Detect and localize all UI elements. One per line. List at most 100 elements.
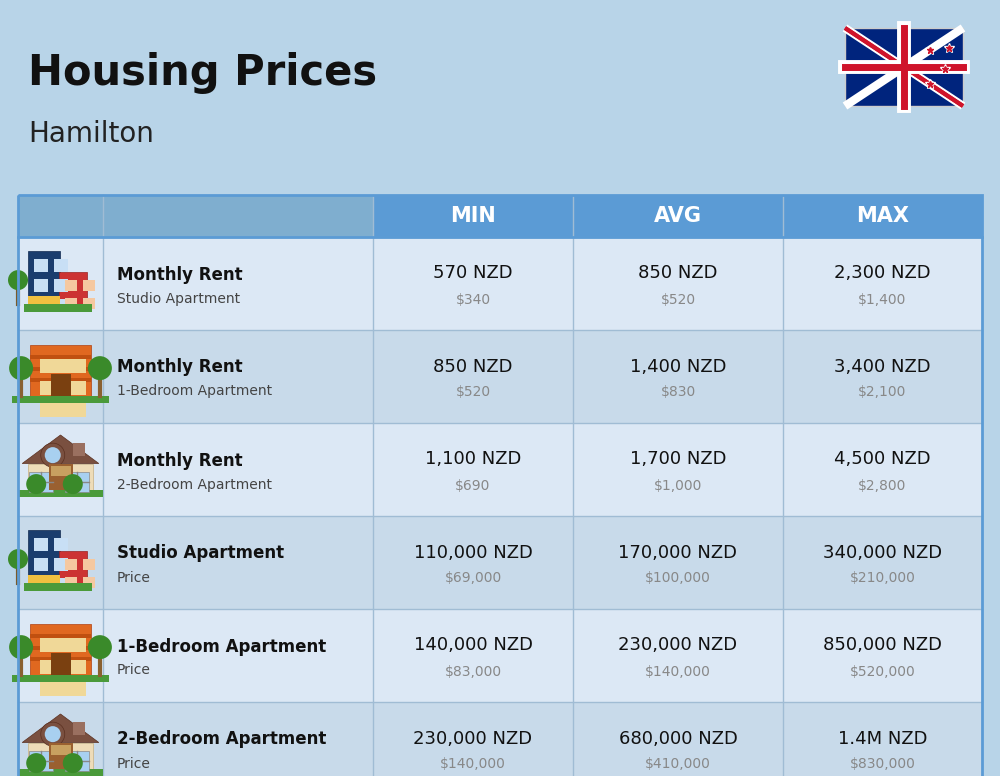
Bar bbox=[40, 660, 56, 674]
Bar bbox=[64, 577, 76, 587]
Circle shape bbox=[9, 635, 33, 659]
Bar bbox=[55, 682, 71, 696]
Text: 1.4M NZD: 1.4M NZD bbox=[838, 729, 927, 747]
Bar bbox=[58, 551, 87, 583]
Bar bbox=[34, 558, 48, 571]
Bar bbox=[82, 280, 94, 291]
Text: $830,000: $830,000 bbox=[850, 757, 915, 771]
Text: 850,000 NZD: 850,000 NZD bbox=[823, 636, 942, 654]
Bar bbox=[30, 366, 91, 371]
Bar bbox=[18, 769, 103, 776]
Bar bbox=[12, 675, 109, 682]
Text: $340: $340 bbox=[455, 293, 491, 307]
Circle shape bbox=[88, 356, 112, 380]
Bar bbox=[54, 259, 68, 272]
Bar bbox=[28, 251, 60, 304]
Bar bbox=[24, 304, 92, 312]
Bar bbox=[18, 330, 982, 423]
Text: Studio Apartment: Studio Apartment bbox=[117, 292, 240, 306]
Bar bbox=[18, 423, 982, 516]
Text: $140,000: $140,000 bbox=[645, 664, 711, 678]
Bar bbox=[18, 516, 982, 609]
Bar bbox=[50, 745, 70, 755]
Polygon shape bbox=[22, 435, 99, 463]
Bar bbox=[24, 583, 92, 591]
Text: 2-Bedroom Apartment: 2-Bedroom Apartment bbox=[117, 477, 272, 491]
Bar bbox=[55, 638, 71, 652]
Bar bbox=[70, 403, 86, 417]
Circle shape bbox=[8, 270, 28, 290]
Bar bbox=[50, 466, 70, 476]
Bar bbox=[0, 0, 1000, 183]
Circle shape bbox=[41, 722, 65, 747]
Bar bbox=[54, 299, 68, 312]
Bar bbox=[70, 638, 86, 652]
Bar bbox=[18, 490, 103, 497]
Bar bbox=[73, 722, 85, 735]
Text: 140,000 NZD: 140,000 NZD bbox=[414, 636, 532, 654]
Bar bbox=[34, 538, 48, 551]
Text: $69,000: $69,000 bbox=[444, 571, 502, 586]
Text: 170,000 NZD: 170,000 NZD bbox=[618, 543, 738, 562]
Text: 2,300 NZD: 2,300 NZD bbox=[834, 265, 931, 282]
Bar bbox=[40, 381, 56, 395]
Text: $520,000: $520,000 bbox=[850, 664, 915, 678]
Bar bbox=[48, 464, 72, 490]
Text: 680,000 NZD: 680,000 NZD bbox=[619, 729, 737, 747]
Text: 340,000 NZD: 340,000 NZD bbox=[823, 543, 942, 562]
Text: 1-Bedroom Apartment: 1-Bedroom Apartment bbox=[117, 638, 326, 656]
Text: $2,100: $2,100 bbox=[858, 386, 907, 400]
Bar bbox=[58, 272, 87, 304]
Bar bbox=[64, 559, 76, 570]
Text: 1,400 NZD: 1,400 NZD bbox=[630, 358, 726, 376]
Bar bbox=[55, 359, 71, 372]
Polygon shape bbox=[22, 714, 99, 743]
Bar bbox=[54, 558, 68, 571]
Bar bbox=[845, 28, 963, 106]
Text: MAX: MAX bbox=[856, 206, 909, 226]
Circle shape bbox=[41, 443, 65, 467]
Bar bbox=[65, 472, 89, 491]
Circle shape bbox=[88, 635, 112, 659]
Text: $140,000: $140,000 bbox=[440, 757, 506, 771]
Text: MIN: MIN bbox=[450, 206, 496, 226]
Bar bbox=[65, 750, 89, 771]
Text: $100,000: $100,000 bbox=[645, 571, 711, 586]
Bar bbox=[82, 577, 94, 587]
Bar bbox=[70, 381, 86, 395]
Text: $2,800: $2,800 bbox=[858, 479, 907, 493]
Bar bbox=[28, 296, 60, 304]
Circle shape bbox=[45, 447, 61, 463]
Bar bbox=[40, 403, 56, 417]
Text: $410,000: $410,000 bbox=[645, 757, 711, 771]
Text: $690: $690 bbox=[455, 479, 491, 493]
Bar bbox=[30, 634, 91, 638]
Bar bbox=[373, 195, 982, 237]
Text: $830: $830 bbox=[660, 386, 696, 400]
Text: 1-Bedroom Apartment: 1-Bedroom Apartment bbox=[117, 384, 272, 399]
Bar bbox=[30, 379, 91, 383]
Bar bbox=[29, 750, 53, 771]
Text: 570 NZD: 570 NZD bbox=[433, 265, 513, 282]
Bar bbox=[54, 279, 68, 292]
Text: Monthly Rent: Monthly Rent bbox=[117, 452, 243, 469]
Circle shape bbox=[45, 726, 61, 742]
Bar bbox=[73, 442, 85, 456]
Text: 1,100 NZD: 1,100 NZD bbox=[425, 451, 521, 469]
Bar bbox=[54, 578, 68, 591]
Text: Price: Price bbox=[117, 757, 151, 771]
Text: $1,400: $1,400 bbox=[858, 293, 907, 307]
Text: 850 NZD: 850 NZD bbox=[433, 358, 513, 376]
Text: Monthly Rent: Monthly Rent bbox=[117, 359, 243, 376]
Bar bbox=[55, 381, 71, 395]
Circle shape bbox=[26, 474, 46, 494]
Text: 230,000 NZD: 230,000 NZD bbox=[618, 636, 738, 654]
Bar bbox=[18, 195, 982, 776]
Text: AVG: AVG bbox=[654, 206, 702, 226]
Bar bbox=[30, 624, 91, 675]
Text: Housing Prices: Housing Prices bbox=[28, 52, 377, 94]
Circle shape bbox=[26, 753, 46, 773]
Text: Studio Apartment: Studio Apartment bbox=[117, 545, 284, 563]
Bar bbox=[18, 609, 982, 702]
Bar bbox=[30, 355, 91, 359]
